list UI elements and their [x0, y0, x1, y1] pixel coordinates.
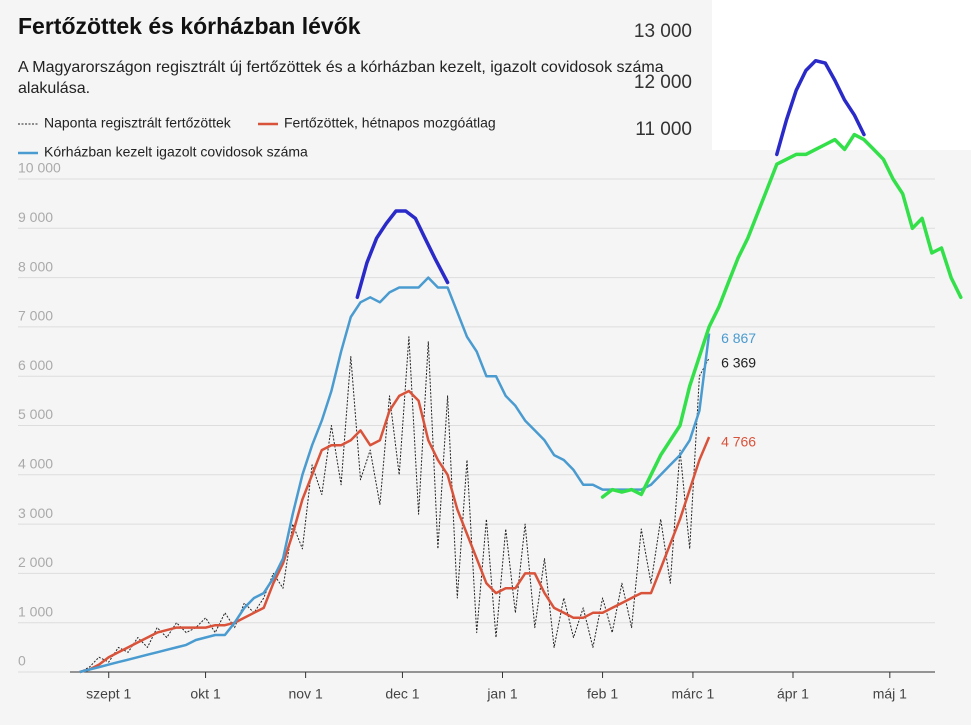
x-tick-label: ápr 1	[777, 686, 809, 702]
series-line	[79, 389, 711, 674]
end-label: 6 867	[721, 330, 756, 346]
x-tick-label: feb 1	[587, 686, 618, 702]
overlay-box	[712, 0, 971, 150]
series-line	[79, 276, 711, 674]
annotation-label: 13 000	[634, 21, 692, 42]
x-tick-label: márc 1	[672, 686, 715, 702]
legend-label: Naponta regisztrált fertőzöttek	[44, 115, 232, 131]
y-tick-label: 3 000	[18, 505, 53, 521]
y-tick-label: 8 000	[18, 258, 53, 274]
legend-label: Fertőzöttek, hétnapos mozgóátlag	[284, 115, 496, 131]
y-tick-label: 0	[18, 653, 26, 669]
y-tick-label: 1 000	[18, 603, 53, 619]
chart-subtitle: alakulása.	[18, 80, 90, 97]
annotation-label: 11 000	[635, 119, 692, 140]
annotation-label: 12 000	[634, 72, 692, 93]
annotation-line	[355, 209, 450, 300]
y-tick-label: 7 000	[18, 308, 53, 324]
series-line	[79, 336, 710, 673]
end-label: 4 766	[721, 434, 756, 450]
x-tick-label: okt 1	[190, 686, 221, 702]
annotation-line	[775, 58, 866, 157]
y-tick-label: 9 000	[18, 209, 53, 225]
y-tick-label: 5 000	[18, 406, 53, 422]
y-tick-label: 10 000	[18, 160, 61, 176]
x-tick-label: dec 1	[385, 686, 419, 702]
y-tick-label: 2 000	[18, 554, 53, 570]
x-tick-label: szept 1	[86, 686, 131, 702]
y-tick-label: 6 000	[18, 357, 53, 373]
chart-title: Fertőzöttek és kórházban lévők	[18, 13, 361, 39]
x-tick-label: nov 1	[288, 686, 322, 702]
legend-label: Kórházban kezelt igazolt covidosok száma	[44, 144, 308, 160]
x-tick-label: jan 1	[486, 686, 518, 702]
chart-subtitle: A Magyarországon regisztrált új fertőzöt…	[18, 59, 664, 76]
end-label: 6 369	[721, 355, 756, 371]
y-tick-label: 4 000	[18, 456, 53, 472]
x-tick-label: máj 1	[873, 686, 907, 702]
annotation-line	[600, 132, 963, 499]
